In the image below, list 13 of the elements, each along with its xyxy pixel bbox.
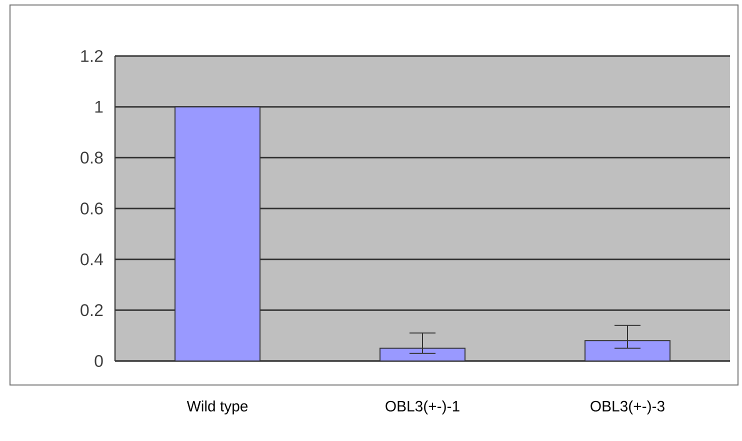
bar	[584, 340, 671, 361]
y-tick-label: 0.2	[80, 304, 103, 316]
x-tick-label: Wild type	[186, 400, 248, 414]
y-tick-label: 0.4	[80, 253, 103, 266]
y-tick-label: 1.2	[81, 50, 103, 62]
y-tick-label: 0.6	[80, 202, 103, 214]
y-tick-label: 0.8	[80, 152, 103, 164]
x-tick-label: OBL3(+-)-3	[590, 400, 664, 414]
bar	[380, 348, 466, 361]
bar	[174, 106, 261, 361]
x-tick-label: OBL3(+-)-1	[386, 400, 460, 414]
y-tick-label: 1	[95, 100, 103, 113]
y-tick-label: 0	[94, 354, 103, 367]
